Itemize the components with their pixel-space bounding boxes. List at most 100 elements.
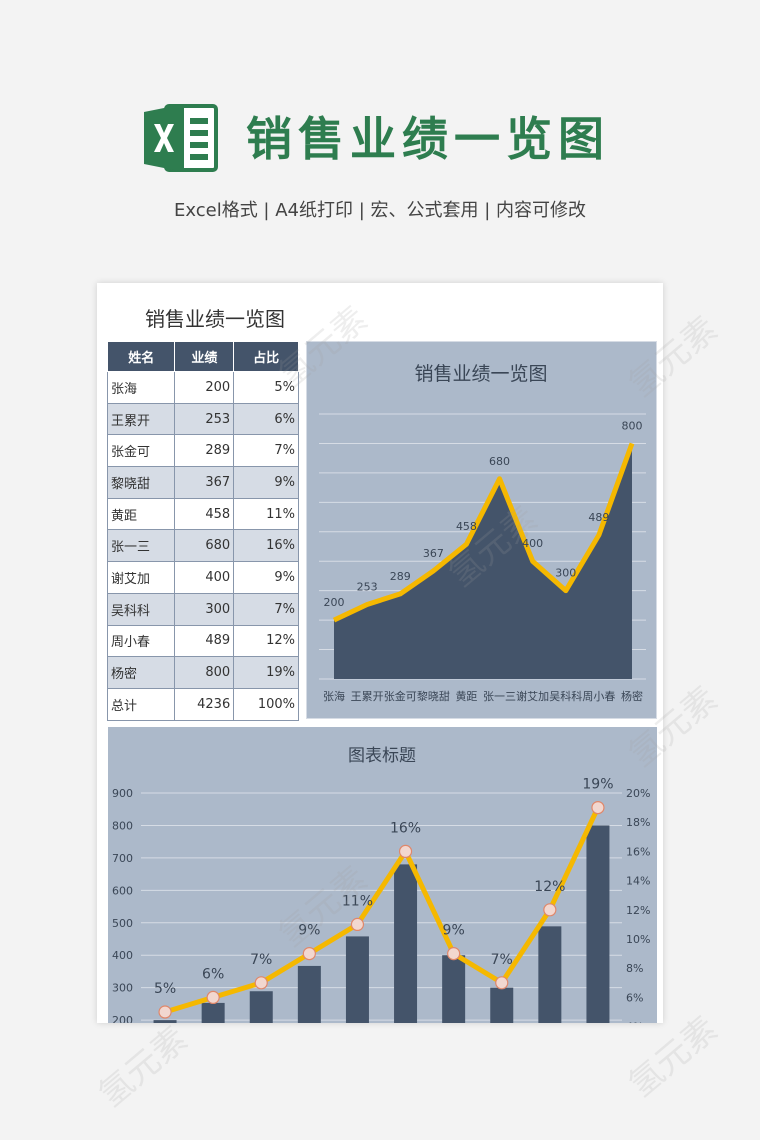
y2-tick-label: 8% [626,962,643,975]
data-label: 800 [622,419,643,432]
table-row: 黎晓甜 367 9% [106,466,299,499]
line-marker [206,990,220,1004]
bar [394,864,418,1023]
line-data-label: 9% [443,923,465,939]
y-tick-label: 400 [112,949,133,962]
table-row: 张金可 289 7% [106,434,299,468]
x-tick-label: 谢艾加 [516,689,549,703]
y-tick-label: 500 [112,917,133,930]
cell-share: 19% [233,656,299,689]
combo-chart-svg: 图表标题1002003004005006007008009002%4%6%8%1… [112,746,650,1023]
header-sales: 业绩 [174,341,235,372]
bar [442,955,466,1023]
cell-name: 谢艾加 [106,561,176,594]
data-label: 489 [588,511,609,524]
hero-banner: 销售业绩一览图 Excel格式 | A4纸打印 | 宏、公式套用 | 内容可修改 [0,0,760,270]
line-marker [398,844,413,859]
cell-share: 16% [233,529,299,563]
chart-title: 图表标题 [348,746,416,766]
data-label: 200 [324,596,345,609]
y-tick-label: 700 [112,852,133,865]
cell-name: 吴科科 [106,592,176,626]
line-marker [495,976,509,990]
cell-share: 11% [233,497,299,531]
line-marker [447,947,461,961]
cell-sales: 680 [174,529,235,563]
area-outline-line [332,442,635,623]
y2-tick-label: 6% [626,991,643,1004]
x-tick-label: 黄距 [455,689,477,703]
sheet-title: 销售业绩一览图 [145,307,285,331]
line-data-label: 9% [298,923,320,939]
y2-tick-label: 16% [626,845,650,858]
cell-sales: 458 [174,497,235,531]
bar [297,965,321,1023]
combo-chart: 图表标题1002003004005006007008009002%4%6%8%1… [108,727,657,1023]
sales-table: 姓名 业绩 占比 张海 200 5% 王累开 253 6% 张金可 289 7% 黎晓甜 367 9%… [106,341,299,721]
y-tick-label: 300 [112,982,133,995]
data-label: 400 [522,537,543,550]
y-tick-label: 200 [112,1014,133,1023]
line-marker [543,903,557,917]
line-data-label: 6% [202,966,224,982]
x-tick-label: 黎晓甜 [417,689,450,703]
cell-sales: 800 [174,656,235,689]
cell-name: 张海 [106,371,176,404]
table-header-row: 姓名 业绩 占比 [106,341,299,372]
line-data-label: 19% [582,777,613,793]
cell-share: 9% [233,466,299,499]
table-row: 张海 200 5% [106,371,299,404]
cell-share: 9% [233,561,299,594]
cell-share: 7% [233,434,299,468]
x-tick-label: 张海 [323,689,345,703]
cell-sales: 489 [174,624,235,658]
line-marker [254,976,268,990]
cell-share: 7% [233,592,299,626]
bar [153,1020,177,1023]
line-marker [302,947,316,961]
cell-sales: 253 [174,402,235,436]
data-label: 680 [489,455,510,468]
cell-name: 张一三 [106,529,176,563]
x-tick-label: 吴科科 [549,689,582,703]
cell-name: 杨密 [106,656,176,689]
x-tick-label: 张一三 [483,690,516,703]
y2-tick-label: 12% [626,904,650,917]
cell-sales: 400 [174,561,235,594]
cell-name: 黄距 [106,497,176,531]
cell-name: 周小春 [106,624,176,658]
cell-share: 12% [233,624,299,658]
cell-name: 张金可 [106,434,176,468]
table-row: 谢艾加 400 9% [106,561,299,594]
cell-sales: 300 [174,592,235,626]
header-share: 占比 [233,341,299,372]
data-label: 458 [456,520,477,533]
table-row: 周小春 489 12% [106,624,299,658]
y2-tick-label: 18% [626,816,650,829]
table-row: 杨密 800 19% [106,656,299,689]
area-chart-svg: 销售业绩一览图 200 253 289 367 458 680 400 300 489 800 张海王… [319,363,646,703]
line-data-label: 5% [154,981,176,997]
cell-sales: 4236 [174,687,235,721]
y-tick-label: 900 [112,787,133,800]
table-row: 黄距 458 11% [106,497,299,531]
cell-share: 100% [233,687,299,721]
data-label: 253 [357,581,378,594]
y2-tick-label: 4% [626,1021,643,1023]
area-series [334,443,632,679]
cell-name: 王累开 [106,402,176,436]
cell-share: 6% [233,402,299,436]
bar [538,926,562,1023]
line-data-label: 16% [390,820,421,836]
data-label: 367 [423,547,444,560]
line-marker [158,1005,172,1019]
header-name: 姓名 [106,341,176,372]
y2-tick-label: 10% [626,933,650,946]
x-tick-label: 张金可 [384,689,417,703]
data-label: 289 [390,570,411,583]
table-row: 总计 4236 100% [106,687,299,721]
line-data-label: 7% [491,952,513,968]
line-data-label: 12% [534,879,565,895]
cell-sales: 200 [174,371,235,404]
data-label: 300 [555,567,576,580]
